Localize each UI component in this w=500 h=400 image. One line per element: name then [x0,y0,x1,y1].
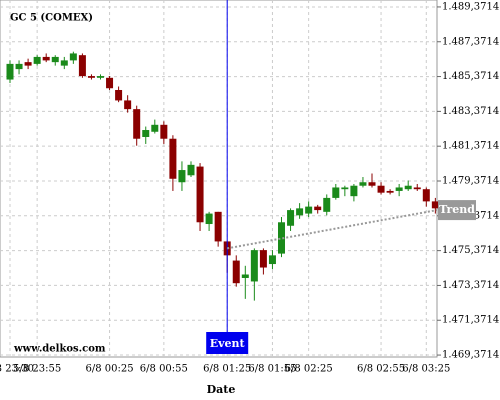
candle-body [332,187,340,198]
candle-body [15,63,23,70]
candle-body [296,208,304,216]
candle-body [78,55,86,77]
trend-label: Trend [439,203,475,216]
candle-body [232,260,240,284]
candle-body [97,76,104,78]
y-tick-label: 1.479,3714 [442,175,499,186]
x-tick-label: 6/8 01:55 [248,364,296,375]
candle-body [259,250,267,268]
candle-body [42,56,50,61]
candle-body [268,255,276,265]
x-tick-label: 6/8 00:25 [86,364,134,375]
x-tick-label: 6/8 23:30 [0,364,34,375]
y-tick-label: 1.475,3714 [442,245,499,256]
candle-body [431,201,439,209]
candle-body [187,164,195,176]
chart-title: GC 5 (COMEX) [10,13,93,24]
candle-body [323,197,331,212]
event-label: Event [210,337,246,350]
candle-body [314,206,322,211]
x-tick-label: 6/8 00:55 [140,364,188,375]
candle-body [24,62,32,66]
x-tick-label: 6/8 02:25 [285,364,333,375]
candle-body [151,124,159,132]
candle-body [413,187,421,190]
watermark: www.delkos.com [13,344,106,355]
candle-body [196,166,204,223]
candle-body [51,56,59,63]
trend-line [227,209,438,250]
candle-body [404,185,412,190]
candle-body [60,60,68,66]
candle-body [87,76,95,78]
candle-body [169,138,177,179]
y-tick-label: 1.483,3714 [442,106,499,117]
candle-body [350,185,358,197]
candle-body [422,189,430,202]
trend-box [438,200,476,221]
y-tick-label: 1.489,3714 [442,1,499,12]
candle-body [106,77,114,89]
candle-body [214,211,222,242]
y-tick-label: 1.469,3714 [442,350,499,361]
x-tick-label: 6/8 01:25 [203,364,251,375]
x-tick-label: 6/8 02:55 [357,364,405,375]
y-tick-label: 1.485,3714 [442,71,499,82]
candle-body [124,100,132,110]
candle-body [341,187,349,190]
candle-body [133,109,141,139]
candle-body [250,250,258,282]
candle-body [359,182,367,186]
event-box [206,332,249,354]
candle-body [160,124,168,139]
plot-area [0,0,438,358]
x-tick-label: 6/8 03:25 [402,364,450,375]
candle-body [305,206,313,214]
candle-body [368,182,376,186]
y-tick-label: 1.481,3714 [442,141,499,152]
y-tick-label: 1.473,3714 [442,280,499,291]
candle-body [241,274,249,278]
candle-body [142,130,150,137]
x-tick-label: 5/8 23:55 [13,364,61,375]
candle-body [69,53,77,61]
candle-body [395,187,403,191]
candle-body [377,185,385,193]
candle-body [178,170,186,183]
y-tick-label: 1.471,3714 [442,315,499,326]
candle-body [386,190,394,193]
x-axis-label: Date [207,383,236,396]
y-tick-label: 1.487,3714 [442,36,499,47]
candle-body [6,63,14,80]
candle-body [33,56,41,64]
candle-body [278,222,285,254]
candle-body [287,210,295,226]
candle-body [205,213,213,225]
candle-body [115,89,123,101]
